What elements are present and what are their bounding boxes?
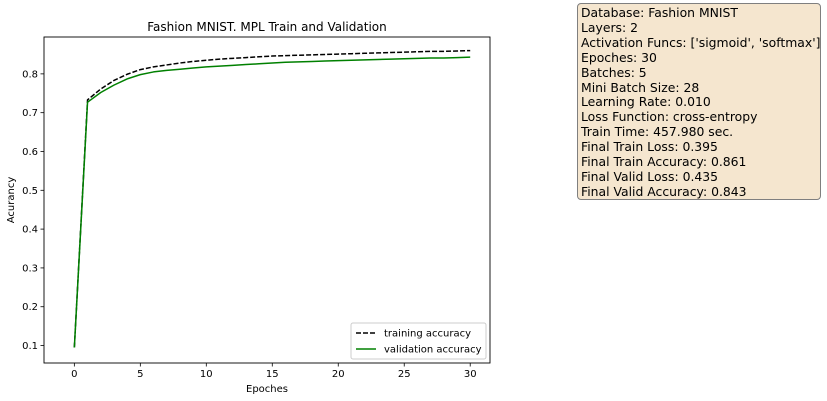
info-epoches: Epoches: 30: [581, 49, 657, 65]
x-tick-label: 5: [137, 369, 143, 380]
plot-area: [43, 36, 491, 364]
legend: training accuracy validation accuracy: [350, 322, 487, 360]
y-tick-label: 0.6: [22, 147, 38, 158]
y-tick-label: 0.4: [22, 225, 38, 236]
y-tick-label: 0.5: [22, 186, 38, 197]
chart-title: Fashion MNIST. MPL Train and Validation: [147, 20, 386, 34]
x-tick-label: 25: [398, 369, 411, 380]
x-tick-label: 0: [71, 369, 77, 380]
info-final-valid-loss: Final Valid Loss: 0.435: [581, 168, 719, 184]
x-tick-label: 20: [332, 369, 345, 380]
info-database: Database: Fashion MNIST: [581, 5, 738, 20]
x-tick-label: 30: [464, 369, 477, 380]
info-mini-batch-size: Mini Batch Size: 28: [581, 79, 700, 95]
legend-label-training: training accuracy: [384, 329, 471, 340]
info-box: Database: Fashion MNIST Layers: 2 Activa…: [577, 3, 821, 200]
info-layers: Layers: 2: [581, 19, 638, 35]
info-final-train-accuracy: Final Train Accuracy: 0.861: [581, 154, 747, 170]
info-loss-function: Loss Function: cross-entropy: [581, 109, 758, 125]
x-tick-label: 15: [266, 369, 279, 380]
info-batches: Batches: 5: [581, 64, 647, 80]
legend-label-validation: validation accuracy: [384, 345, 482, 356]
info-final-valid-accuracy: Final Valid Accuracy: 0.843: [581, 183, 747, 199]
x-tick-label: 10: [200, 369, 213, 380]
y-tick-label: 0.2: [22, 302, 38, 313]
y-tick-label: 0.3: [22, 263, 38, 274]
legend-frame: [350, 322, 487, 360]
info-learning-rate: Learning Rate: 0.010: [581, 94, 711, 110]
y-tick-label: 0.7: [22, 108, 38, 119]
info-train-time: Train Time: 457.980 sec.: [581, 124, 734, 140]
info-final-train-loss: Final Train Loss: 0.395: [581, 139, 718, 155]
training-accuracy-line: [73, 49, 471, 348]
y-axis-label: Acurancy: [6, 177, 17, 224]
info-activation-funcs: Activation Funcs: ['sigmoid', 'softmax']: [581, 34, 821, 50]
y-tick-label: 0.1: [22, 341, 38, 352]
y-tick-label: 0.8: [22, 69, 38, 80]
x-axis-label: Epoches: [246, 384, 288, 395]
validation-accuracy-line: [73, 56, 471, 348]
